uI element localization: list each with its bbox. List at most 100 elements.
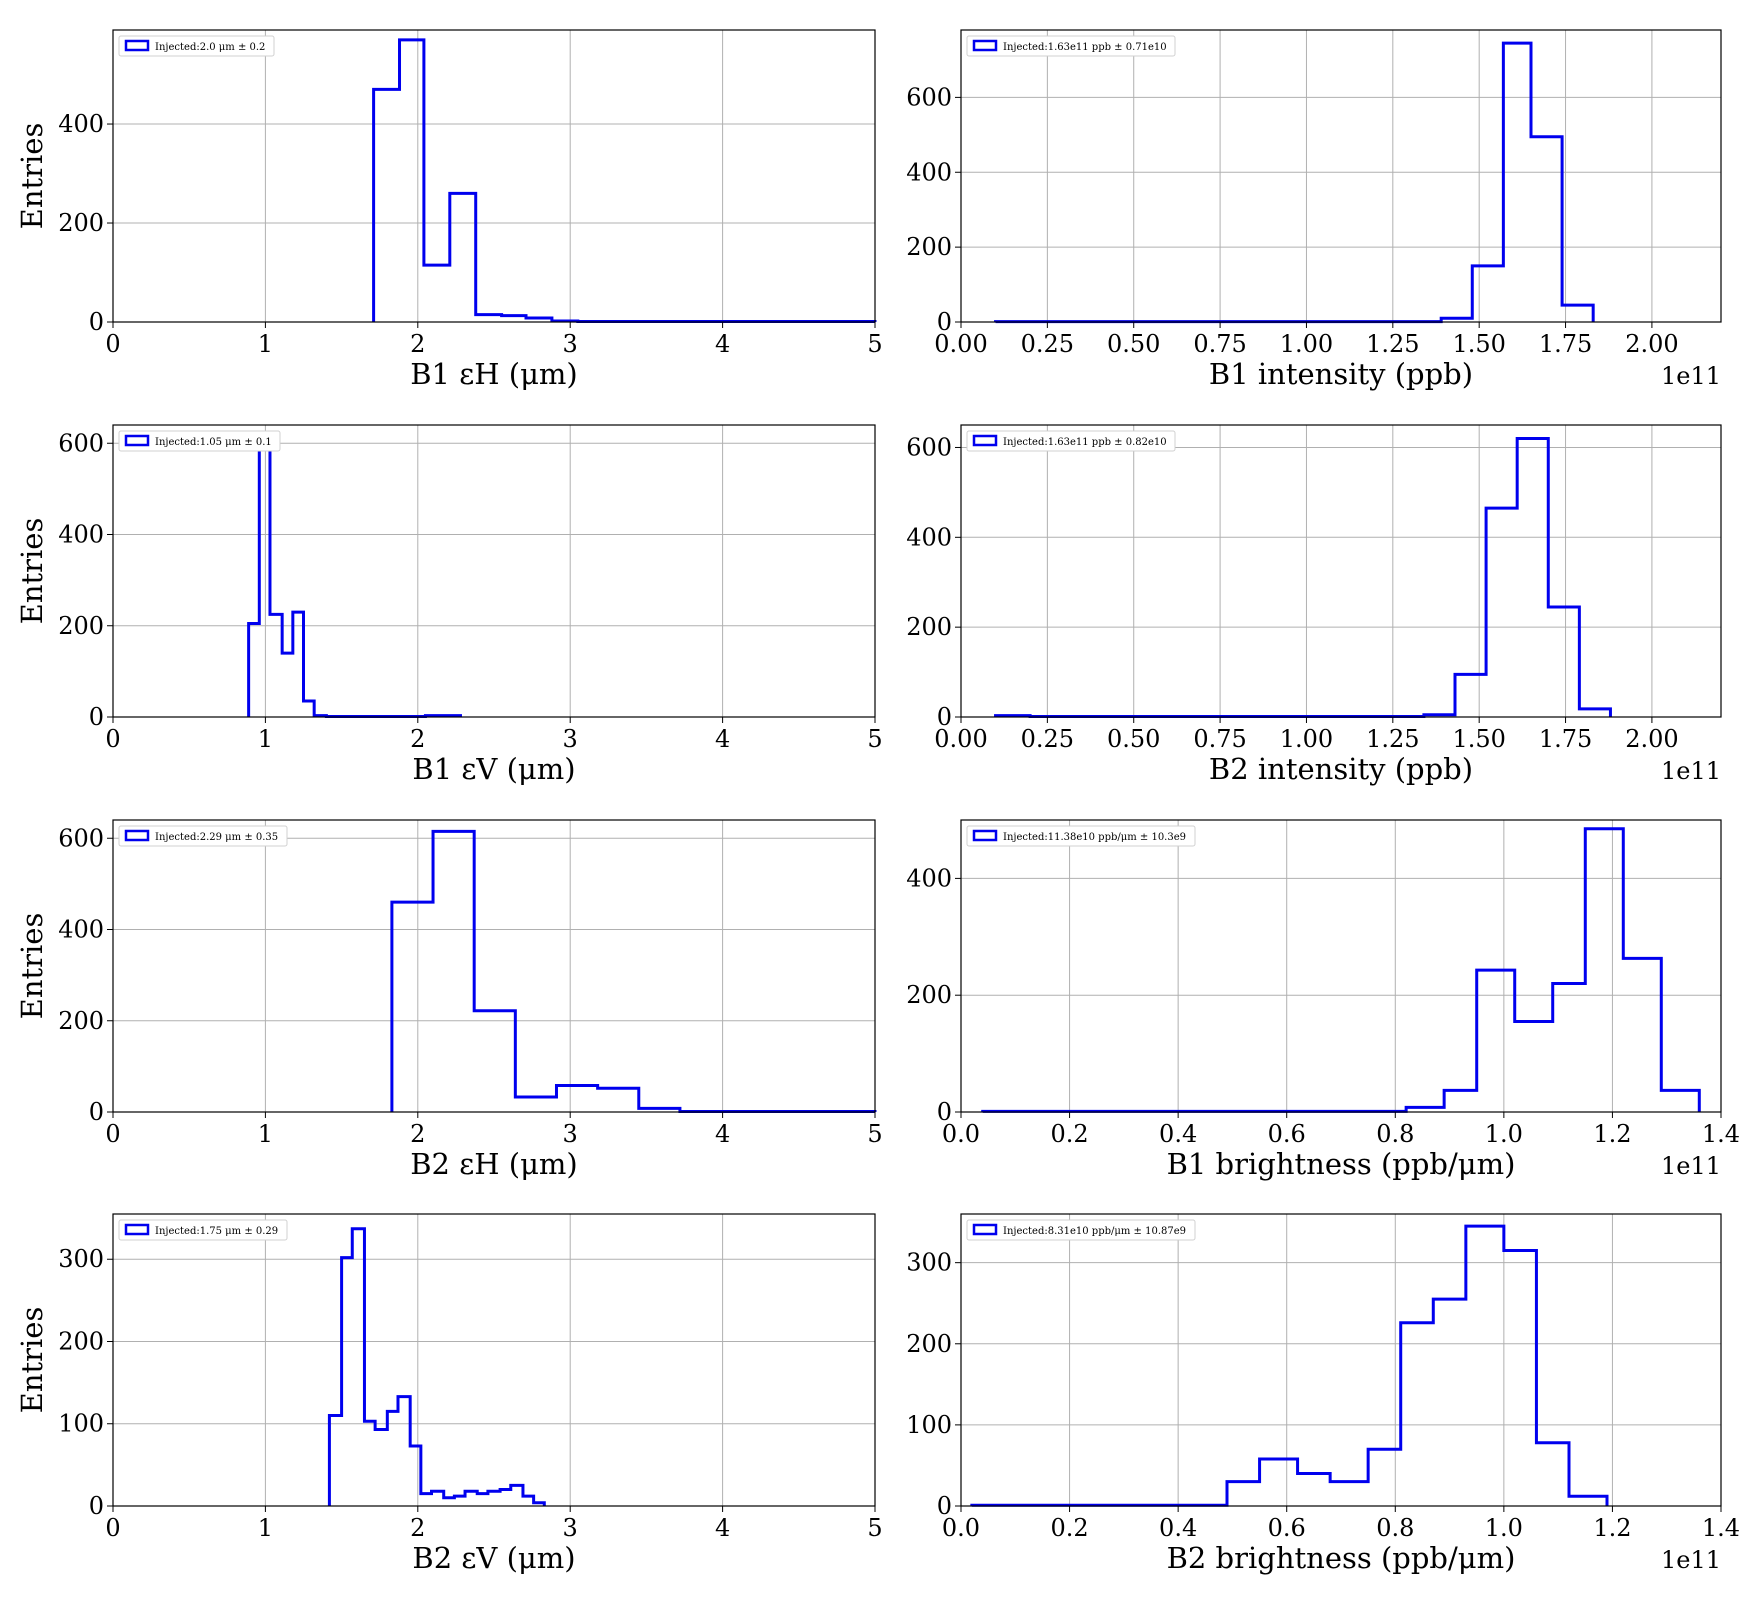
- x-tick-label: 3: [563, 1514, 578, 1542]
- x-tick-label: 5: [867, 725, 882, 753]
- plot-frame: [960, 424, 1722, 718]
- legend-swatch: [972, 829, 998, 842]
- y-tick-label: 400: [906, 523, 952, 551]
- x-axis-label: B1 brightness (ppb/μm): [1167, 1147, 1516, 1181]
- legend-box: [118, 430, 281, 452]
- legend-swatch: [124, 434, 150, 447]
- plot-frame: [112, 1213, 876, 1507]
- x-tick-label: 1.25: [1366, 330, 1419, 358]
- x-tick-label: 1.4: [1702, 1120, 1740, 1148]
- y-tick-label: 0: [89, 1492, 104, 1520]
- x-tick-label: 2.00: [1625, 330, 1678, 358]
- x-tick-label: 1.4: [1702, 1514, 1740, 1542]
- x-tick-label: 0.6: [1268, 1120, 1306, 1148]
- y-tick-label: 600: [58, 429, 104, 457]
- x-tick-label: 1.0: [1485, 1514, 1523, 1542]
- y-tick-label: 600: [906, 83, 952, 111]
- x-tick-label: 1.2: [1593, 1120, 1631, 1148]
- x-axis-label: B2 εH (μm): [410, 1147, 578, 1181]
- histogram-step-line: [994, 436, 1612, 719]
- histogram-step-line: [390, 829, 877, 1114]
- x-axis-label: B1 εV (μm): [412, 752, 575, 786]
- legend: Injected:2.29 μm ± 0.35: [118, 825, 288, 847]
- legend: Injected:1.05 μm ± 0.1: [118, 430, 281, 452]
- legend-entry: Injected:11.38e10 ppb/μm ± 10.3e9: [1003, 832, 1186, 843]
- x-tick-label: 1.0: [1485, 1120, 1523, 1148]
- x-tick-label: 0.25: [1021, 725, 1074, 753]
- histogram-step-line: [981, 827, 1701, 1113]
- x-offset-label: 1e11: [1661, 1546, 1721, 1574]
- x-tick-label: 2: [410, 1120, 425, 1148]
- x-tick-label: 1.00: [1280, 725, 1333, 753]
- legend: Injected:1.63e11 ppb ± 0.71e10: [966, 35, 1176, 57]
- x-tick-label: 1.00: [1280, 330, 1333, 358]
- plot-frame: [112, 424, 876, 718]
- legend-box: [966, 430, 1176, 452]
- x-tick-label: 5: [867, 1514, 882, 1542]
- y-tick-label: 400: [58, 916, 104, 944]
- histogram-step-line: [994, 41, 1595, 324]
- y-tick-label: 400: [906, 864, 952, 892]
- legend-box: [118, 1219, 288, 1241]
- y-tick-label: 0: [937, 1492, 952, 1520]
- x-tick-label: 1: [258, 725, 273, 753]
- x-tick-label: 3: [563, 725, 578, 753]
- y-tick-label: 600: [58, 824, 104, 852]
- x-tick-label: 4: [715, 725, 730, 753]
- legend: Injected:11.38e10 ppb/μm ± 10.3e9: [966, 825, 1196, 847]
- legend: Injected:2.0 μm ± 0.2: [118, 35, 275, 57]
- histogram-panel: 0 1 2 3 4 5 0 200 400 600 B1 εV (μm) Entries Injecte…: [15, 424, 883, 786]
- x-tick-label: 1.50: [1452, 725, 1505, 753]
- x-tick-label: 0: [105, 330, 120, 358]
- y-tick-label: 0: [937, 308, 952, 336]
- legend-swatch: [972, 1223, 998, 1236]
- x-tick-label: 0.2: [1050, 1120, 1088, 1148]
- legend-entry: Injected:1.75 μm ± 0.29: [155, 1226, 278, 1237]
- x-tick-label: 0.4: [1159, 1120, 1197, 1148]
- legend-box: [966, 35, 1176, 57]
- y-tick-label: 300: [906, 1249, 952, 1277]
- legend: Injected:1.75 μm ± 0.29: [118, 1219, 288, 1241]
- y-axis-label: Entries: [15, 1307, 49, 1414]
- legend-swatch: [124, 1223, 150, 1236]
- x-tick-label: 3: [563, 330, 578, 358]
- x-axis-label: B2 brightness (ppb/μm): [1167, 1541, 1516, 1575]
- x-tick-label: 4: [715, 330, 730, 358]
- x-tick-label: 0.4: [1159, 1514, 1197, 1542]
- x-tick-label: 5: [867, 330, 882, 358]
- x-tick-label: 2.00: [1625, 725, 1678, 753]
- x-tick-label: 3: [563, 1120, 578, 1148]
- histogram-panel: 0.00 0.25 0.50 0.75 1.00 1.25 1.50 1.75 2.00 0 200…: [906, 424, 1722, 786]
- y-tick-label: 200: [58, 209, 104, 237]
- x-offset-label: 1e11: [1661, 362, 1721, 390]
- legend-entry: Injected:8.31e10 ppb/μm ± 10.87e9: [1003, 1226, 1186, 1237]
- legend-entry: Injected:1.05 μm ± 0.1: [155, 437, 272, 448]
- legend-swatch: [124, 39, 150, 52]
- y-tick-label: 0: [937, 1098, 952, 1126]
- y-axis-label: Entries: [15, 518, 49, 625]
- y-tick-label: 300: [58, 1245, 104, 1273]
- y-tick-label: 100: [58, 1410, 104, 1438]
- x-tick-label: 4: [715, 1514, 730, 1542]
- x-tick-label: 5: [867, 1120, 882, 1148]
- y-tick-label: 200: [906, 981, 952, 1009]
- x-tick-label: 0.00: [934, 725, 987, 753]
- x-tick-label: 2: [410, 1514, 425, 1542]
- y-tick-label: 200: [58, 612, 104, 640]
- y-tick-label: 0: [89, 308, 104, 336]
- x-tick-label: 1.25: [1366, 725, 1419, 753]
- y-tick-label: 200: [906, 1330, 952, 1358]
- plot-frame: [112, 819, 876, 1113]
- y-tick-label: 200: [906, 233, 952, 261]
- y-tick-label: 400: [58, 110, 104, 138]
- histogram-panel: 0.0 0.2 0.4 0.6 0.8 1.0 1.2 1.4 0 200 400 B1 bright…: [906, 819, 1740, 1181]
- x-tick-label: 0: [105, 725, 120, 753]
- x-tick-label: 0.0: [942, 1120, 980, 1148]
- plot-frame: [960, 29, 1722, 323]
- legend-swatch: [972, 39, 998, 52]
- x-tick-label: 0.75: [1193, 725, 1246, 753]
- x-tick-label: 1.50: [1452, 330, 1505, 358]
- x-tick-label: 1: [258, 1514, 273, 1542]
- x-axis-label: B1 εH (μm): [410, 357, 578, 391]
